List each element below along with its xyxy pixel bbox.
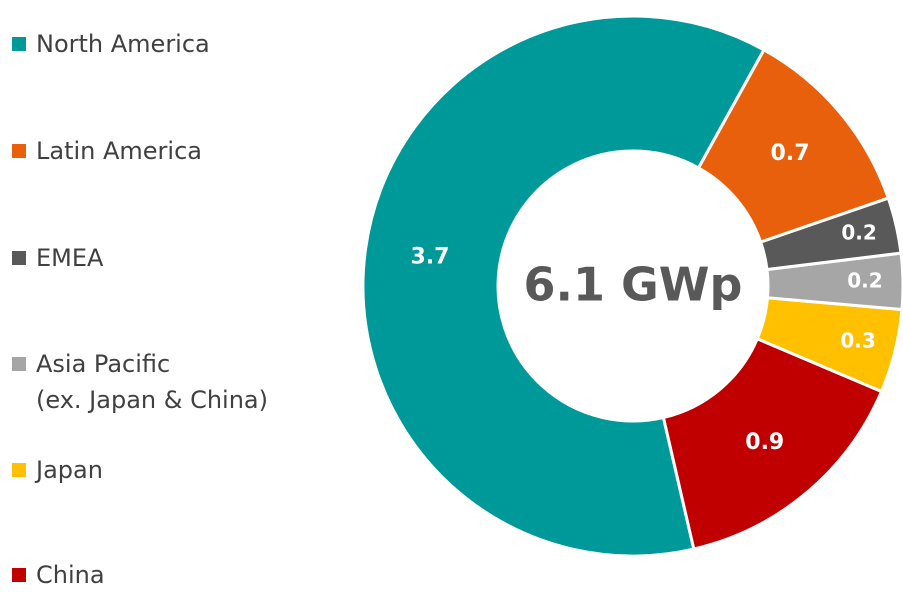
donut-slice [661,336,884,551]
donut-slice [755,296,903,394]
center-label: 6.1 GWp [524,258,743,312]
legend-label: Japan [36,456,103,484]
value-label: 0.7 [771,141,810,166]
legend-swatch [12,357,26,371]
legend-label: EMEA [36,244,104,272]
value-label: 0.2 [847,268,882,292]
legend-item: North America [12,26,210,62]
value-label: 0.2 [841,220,876,244]
legend-label: Latin America [36,137,202,165]
donut-slice [696,47,891,244]
legend-swatch [12,568,26,582]
value-label: 0.9 [745,430,784,455]
donut-slice [758,196,903,272]
legend-swatch [12,37,26,51]
legend-label: Asia Pacific (ex. Japan & China) [36,350,268,414]
legend-item: Asia Pacific (ex. Japan & China) [12,346,268,418]
donut-slice [361,14,766,558]
legend-label: China [36,561,105,589]
legend-swatch [12,251,26,265]
legend-item: Japan [12,452,103,488]
legend-item: China [12,557,105,593]
donut-slice [765,251,903,312]
legend-item: EMEA [12,240,103,276]
legend-item: Latin America [12,133,202,169]
legend-swatch [12,463,26,477]
legend-label: North America [36,30,210,58]
legend-swatch [12,144,26,158]
value-label: 0.3 [840,329,875,353]
value-label: 3.7 [411,244,450,269]
